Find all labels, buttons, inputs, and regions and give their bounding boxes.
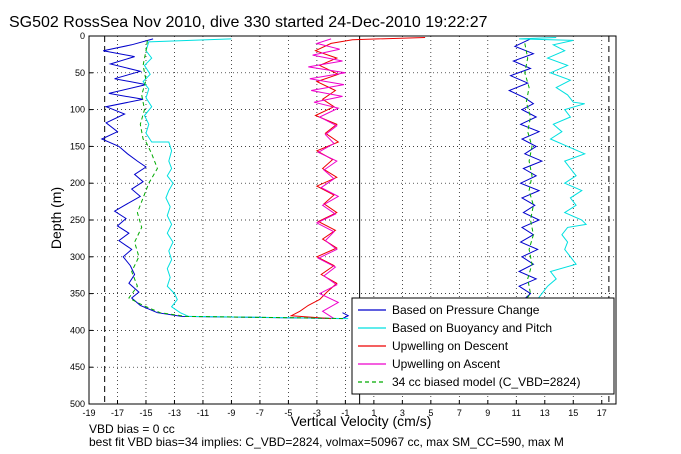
x-tick-label: -19 (82, 408, 95, 418)
x-tick-label: -9 (227, 408, 235, 418)
series-line-5 (507, 38, 544, 302)
legend-entry: Based on Buoyancy and Pitch (392, 321, 552, 335)
legend-box (351, 297, 615, 395)
annotation-vbd-bias: VBD bias = 0 cc (89, 422, 175, 436)
plot-frame (88, 35, 617, 405)
y-tick-label: 450 (70, 362, 85, 372)
annotation-best-fit: best fit VBD bias=34 implies: C_VBD=2824… (89, 435, 564, 449)
y-tick-label: 250 (70, 215, 85, 225)
x-tick-label: -11 (197, 408, 209, 418)
x-axis-label: Vertical Velocity (cm/s) (291, 413, 432, 429)
legend-entry: Based on Pressure Change (392, 303, 540, 317)
series-line-6 (519, 37, 588, 302)
x-tick-label: 3 (400, 408, 405, 418)
x-tick-label: -15 (139, 408, 152, 418)
y-tick-label: 100 (70, 105, 85, 115)
x-tick-label: 11 (512, 408, 521, 418)
legend: Based on Pressure Change Based on Buoyanc… (351, 297, 615, 395)
series-line-4 (128, 40, 346, 320)
x-tick-label: -13 (168, 408, 181, 418)
series-line-2 (289, 37, 426, 320)
chart-title: SG502 RossSea Nov 2010, dive 330 started… (9, 14, 488, 31)
x-tick-label: 7 (457, 408, 462, 418)
series-line-0 (100, 38, 350, 320)
y-tick-labels: 0 50 100 150 200 250 300 350 400 450 500 (70, 31, 85, 409)
y-tick-label: 0 (80, 31, 85, 41)
y-tick-label: 400 (70, 325, 85, 335)
series-line-7 (524, 43, 534, 302)
y-tick-label: 500 (70, 399, 85, 409)
x-tick-label: 1 (371, 408, 376, 418)
grid (88, 35, 616, 405)
x-tick-label: -5 (284, 408, 292, 418)
x-tick-label: 15 (568, 408, 578, 418)
y-tick-label: 50 (75, 68, 85, 78)
x-tick-label: 17 (597, 408, 607, 418)
x-tick-label: 9 (485, 408, 490, 418)
x-tick-label: 5 (428, 408, 433, 418)
y-tick-label: 350 (70, 289, 85, 299)
x-tick-label: -17 (111, 408, 124, 418)
x-tick-labels: -19 -17 -15 -13 -11 -9 -7 -5 -3 -1 1 3 5 7 9 11 13 15 17 (82, 408, 606, 418)
legend-entry: 34 cc biased model (C_VBD=2824) (392, 375, 580, 389)
x-tick-label: -7 (256, 408, 264, 418)
x-tick-label: -3 (313, 408, 321, 418)
y-axis-label: Depth (m) (48, 187, 64, 249)
series-line-3 (308, 38, 346, 320)
y-tick-label: 150 (70, 141, 85, 151)
x-tick-label: -1 (341, 408, 349, 418)
y-tick-label: 300 (70, 252, 85, 262)
legend-entry: Upwelling on Ascent (392, 357, 501, 371)
x-tick-label: 13 (540, 408, 550, 418)
series-line-1 (142, 38, 349, 320)
legend-entry: Upwelling on Descent (392, 339, 509, 353)
series-lines (100, 37, 588, 320)
y-tick-label: 200 (70, 178, 85, 188)
